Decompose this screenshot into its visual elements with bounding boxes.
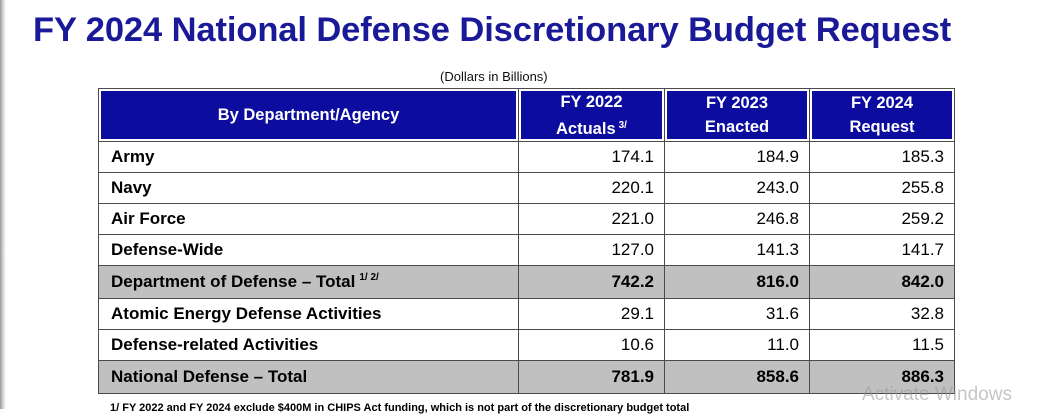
cell-fy2023: 246.8 <box>664 203 810 235</box>
units-caption: (Dollars in Billions) <box>440 69 548 84</box>
cell-fy2024: 141.7 <box>809 234 955 266</box>
cell-fy2022: 742.2 <box>518 265 665 299</box>
row-footnote: 1/ 2/ <box>359 272 379 283</box>
row-label: Navy <box>98 172 519 204</box>
header-fy2024-line1: FY 2024 <box>850 94 914 112</box>
cell-fy2022: 29.1 <box>518 298 665 330</box>
header-fy2022-footnote: 3/ <box>618 119 627 131</box>
page-title: FY 2024 National Defense Discretionary B… <box>33 11 952 49</box>
cell-fy2024: 259.2 <box>809 203 955 235</box>
row-label: Army <box>98 141 519 173</box>
cell-fy2022: 781.9 <box>518 360 665 394</box>
table-row-navy: Navy 220.1 243.0 255.8 <box>98 172 955 204</box>
table-row-defense-related: Defense-related Activities 10.6 11.0 11.… <box>98 329 955 361</box>
cell-fy2023: 858.6 <box>664 360 810 394</box>
cell-fy2024: 255.8 <box>809 172 955 204</box>
cell-fy2022: 220.1 <box>518 172 665 204</box>
table-row-air-force: Air Force 221.0 246.8 259.2 <box>98 203 955 235</box>
cell-fy2024: 886.3 <box>809 360 955 394</box>
header-fy2023-line2: Enacted <box>704 118 770 136</box>
header-fy2024: FY 2024 Request <box>809 88 955 142</box>
cell-fy2023: 184.9 <box>664 141 810 173</box>
cell-fy2023: 11.0 <box>664 329 810 361</box>
row-label: Atomic Energy Defense Activities <box>98 298 519 330</box>
cell-fy2023: 141.3 <box>664 234 810 266</box>
budget-table: By Department/Agency FY 2022 Actuals 3/ F… <box>98 88 955 394</box>
header-fy2022-line1: FY 2022 <box>560 92 623 111</box>
row-label: Department of Defense – Total 1/ 2/ <box>98 265 519 299</box>
header-fy2022-line2: Actuals <box>556 119 616 138</box>
cell-fy2022: 127.0 <box>518 234 665 266</box>
header-fy2022: FY 2022 Actuals 3/ <box>518 88 665 142</box>
table-row-dod-total: Department of Defense – Total 1/ 2/ 742.2… <box>98 265 955 299</box>
footnote: 1/ FY 2022 and FY 2024 exclude $400M in … <box>110 402 690 414</box>
row-label: National Defense – Total <box>98 360 519 394</box>
cell-fy2022: 174.1 <box>518 141 665 173</box>
activation-watermark: Activate Windows <box>862 384 1012 405</box>
cell-fy2024: 32.8 <box>809 298 955 330</box>
table-row-national-defense-total: National Defense – Total 781.9 858.6 886… <box>98 360 955 394</box>
cell-fy2024: 185.3 <box>809 141 955 173</box>
table-row-defense-wide: Defense-Wide 127.0 141.3 141.7 <box>98 234 955 266</box>
page-left-edge <box>0 0 6 409</box>
cell-fy2024: 11.5 <box>809 329 955 361</box>
table-header-row: By Department/Agency FY 2022 Actuals 3/ F… <box>98 88 955 142</box>
header-fy2023-line1: FY 2023 <box>705 94 769 112</box>
cell-fy2023: 243.0 <box>664 172 810 204</box>
header-fy2024-line2: Request <box>849 118 915 136</box>
cell-fy2024: 842.0 <box>809 265 955 299</box>
table-row-atomic-energy: Atomic Energy Defense Activities 29.1 31… <box>98 298 955 330</box>
row-label: Defense-Wide <box>98 234 519 266</box>
row-label-text: Department of Defense – Total <box>111 272 356 291</box>
table-row-army: Army 174.1 184.9 185.3 <box>98 141 955 173</box>
header-department-label: By Department/Agency <box>217 106 400 124</box>
cell-fy2022: 221.0 <box>518 203 665 235</box>
cell-fy2023: 31.6 <box>664 298 810 330</box>
header-fy2023: FY 2023 Enacted <box>664 88 810 142</box>
header-department: By Department/Agency <box>98 88 519 142</box>
row-label: Air Force <box>98 203 519 235</box>
cell-fy2023: 816.0 <box>664 265 810 299</box>
cell-fy2022: 10.6 <box>518 329 665 361</box>
row-label: Defense-related Activities <box>98 329 519 361</box>
